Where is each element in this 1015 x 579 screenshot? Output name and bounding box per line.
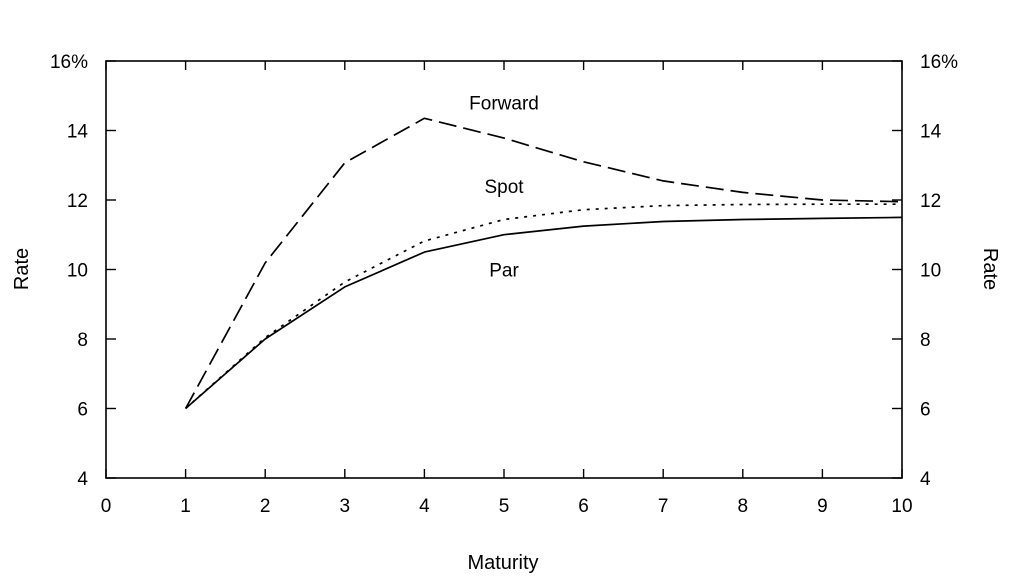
series-lines (184, 117, 903, 410)
annotation-forward: Forward (469, 94, 539, 115)
y-left-tick-label: 16% (50, 52, 88, 73)
x-axis-title: Maturity (467, 552, 538, 574)
x-tick-label: 9 (817, 496, 828, 517)
x-tick-label: 2 (260, 496, 271, 517)
x-tick-label: 5 (499, 496, 510, 517)
x-tick-label: 6 (578, 496, 589, 517)
x-tick-label: 7 (658, 496, 669, 517)
series-line-forward (184, 117, 903, 409)
y-right-tick-label: 6 (920, 400, 931, 421)
annotation-spot: Spot (484, 177, 524, 198)
series-annotations: Forward Spot Par (469, 94, 539, 282)
annotation-par: Par (489, 261, 519, 282)
series-line-spot (185, 203, 902, 410)
x-axis-ticks: 0 1 2 3 4 5 6 7 8 9 10 (101, 61, 913, 517)
series-line-par (185, 216, 903, 410)
x-tick-label: 4 (419, 496, 430, 517)
y-left-tick-label: 10 (67, 261, 88, 282)
y-left-tick-label: 14 (67, 122, 89, 143)
y-left-tick-label: 6 (77, 400, 88, 421)
y-left-tick-label: 8 (77, 330, 88, 351)
y-axis-right-title: Rate (979, 248, 1001, 290)
y-right-tick-label: 4 (920, 469, 931, 490)
y-left-tick-label: 4 (77, 469, 88, 490)
y-axis-right-ticks: 4 6 8 10 12 14 16% (892, 52, 958, 490)
y-right-tick-label: 10 (920, 261, 941, 282)
y-left-tick-label: 12 (67, 191, 88, 212)
x-tick-label: 3 (340, 496, 351, 517)
y-axis-left-ticks: 4 6 8 10 12 14 16% (50, 52, 116, 490)
x-tick-label: 0 (101, 496, 112, 517)
y-right-tick-label: 14 (920, 122, 942, 143)
x-tick-label: 10 (891, 496, 912, 517)
y-right-tick-label: 12 (920, 191, 941, 212)
y-right-tick-label: 16% (920, 52, 958, 73)
x-tick-label: 1 (180, 496, 191, 517)
y-axis-left-title: Rate (11, 248, 33, 290)
x-tick-label: 8 (738, 496, 749, 517)
y-right-tick-label: 8 (920, 330, 931, 351)
